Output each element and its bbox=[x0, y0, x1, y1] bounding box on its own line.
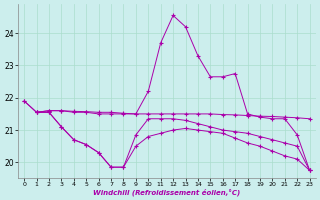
X-axis label: Windchill (Refroidissement éolien,°C): Windchill (Refroidissement éolien,°C) bbox=[93, 188, 241, 196]
